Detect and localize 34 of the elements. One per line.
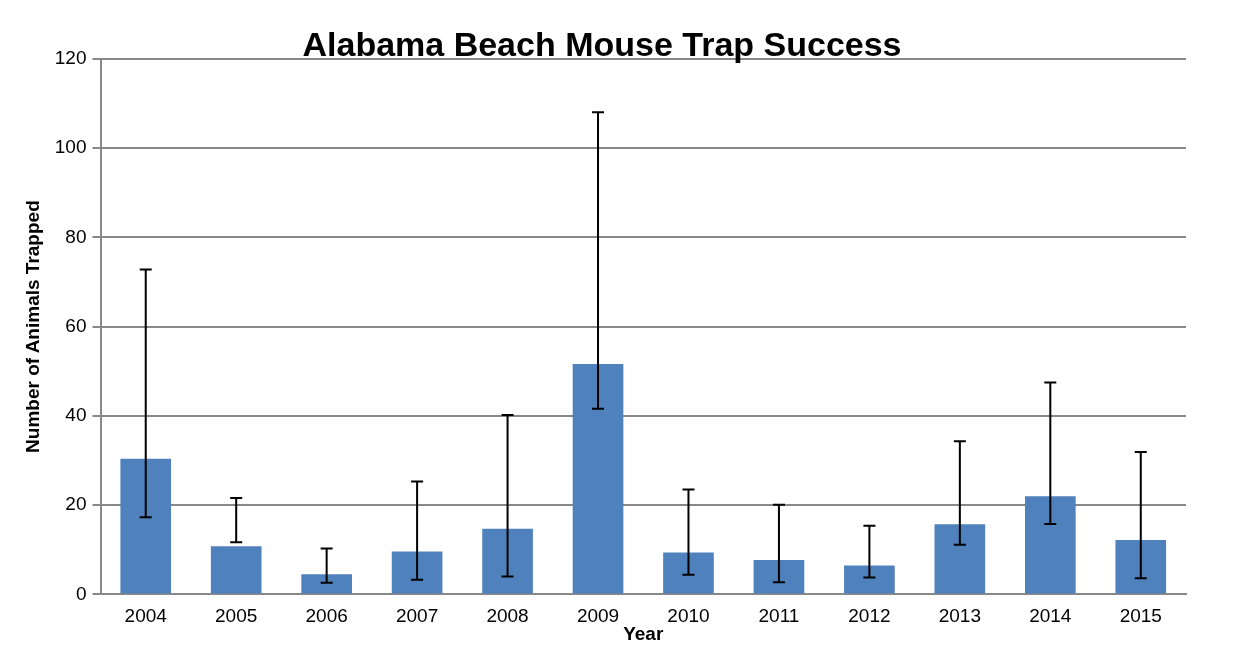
bar (844, 565, 895, 594)
x-tick-label: 2008 (486, 605, 529, 627)
bar (482, 528, 533, 594)
bar (1024, 496, 1076, 594)
x-tick-label: 2014 (1029, 605, 1072, 627)
x-tick-label: 2004 (124, 605, 168, 627)
x-tick-label: 2005 (215, 605, 258, 627)
x-tick-label: 2011 (758, 605, 800, 627)
y-tick-label: 60 (65, 314, 87, 336)
x-tick-label: 2012 (848, 605, 891, 627)
chart-title: Alabama Beach Mouse Trap Success (302, 24, 902, 63)
x-axis-title: Year (623, 622, 664, 644)
y-tick-label: 20 (65, 493, 87, 515)
x-tick-label: 2009 (576, 605, 620, 627)
x-tick-label: 2007 (395, 605, 439, 627)
y-tick-label: 40 (65, 404, 87, 426)
x-tick-label: 2006 (305, 605, 348, 627)
y-axis-title: Number of Animals Trapped (21, 200, 43, 453)
y-tick-label: 100 (54, 136, 87, 158)
bar (210, 546, 262, 594)
y-tick-label: 80 (65, 225, 87, 247)
x-tick-label: 2010 (667, 605, 710, 627)
bar (391, 551, 443, 594)
x-tick-label: 2013 (938, 605, 981, 627)
bar (572, 364, 624, 594)
y-tick-label: 120 (54, 47, 87, 69)
bar (934, 524, 986, 594)
bar (753, 560, 805, 594)
bar (301, 574, 352, 594)
bar (120, 458, 172, 594)
y-tick-label: 0 (75, 582, 87, 604)
bar (1115, 539, 1167, 594)
x-tick-label: 2015 (1119, 605, 1162, 627)
bar (663, 552, 714, 594)
